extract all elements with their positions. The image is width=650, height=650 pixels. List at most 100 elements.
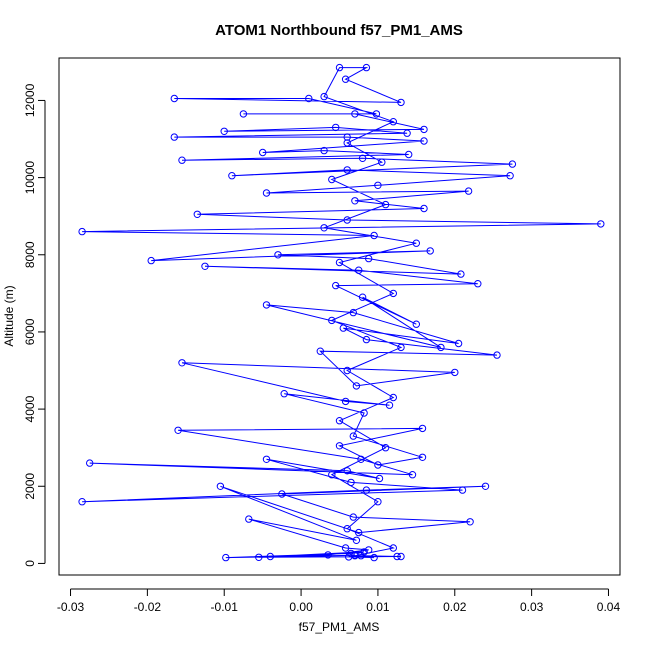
data-point: [454, 339, 463, 348]
data-point: [266, 552, 274, 561]
data-point: [245, 515, 253, 523]
data-point: [412, 239, 420, 247]
x-tick-label: -0.01: [211, 600, 239, 614]
data-point: [389, 393, 397, 402]
data-point: [358, 293, 367, 301]
data-point: [370, 553, 378, 562]
data-point: [343, 525, 351, 533]
data-point: [352, 536, 361, 544]
data-point: [397, 343, 405, 352]
data-point: [259, 148, 267, 157]
data-point: [262, 301, 271, 309]
y-tick-label: 4000: [23, 395, 37, 422]
x-tick-label: -0.03: [57, 600, 85, 614]
data-point: [255, 553, 263, 561]
data-point: [274, 251, 282, 259]
data-point: [335, 417, 344, 425]
data-point: [335, 258, 344, 267]
x-tick-label: 0.00: [289, 600, 313, 614]
data-point: [360, 548, 368, 556]
x-tick-label: 0.03: [520, 600, 544, 614]
data-point: [335, 442, 344, 450]
data-point: [343, 216, 351, 224]
data-point: [355, 266, 363, 274]
data-point: [328, 175, 336, 184]
y-axis-label: Altitude (m): [2, 285, 16, 346]
data-point: [397, 98, 405, 107]
data-point: [349, 432, 357, 440]
series-line: [82, 67, 601, 559]
data-point: [451, 368, 459, 377]
data-point: [347, 549, 355, 558]
data-point: [474, 280, 482, 288]
data-point: [464, 187, 473, 195]
x-tick-label: 0.01: [366, 600, 390, 614]
data-point: [437, 343, 445, 352]
data-point: [426, 247, 434, 255]
data-point: [420, 204, 428, 213]
data-point: [86, 459, 94, 467]
data-point: [506, 172, 514, 180]
data-point: [405, 150, 413, 159]
data-point: [193, 210, 202, 219]
data-point: [351, 110, 359, 118]
data-point: [349, 308, 357, 317]
y-axis: 0 2000 4000 6000 8000 10000 12000: [23, 83, 46, 567]
data-point: [362, 335, 371, 344]
data-point: [201, 262, 209, 270]
data-point: [372, 110, 381, 118]
y-tick-label: 2000: [23, 473, 37, 500]
data-point: [378, 158, 386, 166]
data-point: [343, 467, 351, 475]
data-point: [362, 486, 371, 494]
data-point: [78, 498, 86, 506]
chart-title: ATOM1 Northbound f57_PM1_AMS: [215, 22, 463, 39]
data-point: [508, 160, 517, 168]
y-tick-label: 0: [23, 560, 37, 567]
data-point: [216, 482, 225, 490]
data-point: [389, 118, 397, 126]
data-point: [385, 401, 394, 409]
data-point: [370, 231, 378, 240]
data-point: [335, 63, 344, 72]
data-point: [375, 474, 384, 483]
data-point: [316, 347, 324, 355]
data-point: [222, 553, 230, 562]
data-point: [324, 551, 332, 559]
data-point: [341, 544, 350, 552]
data-point: [374, 461, 382, 469]
data-point: [358, 154, 367, 163]
data-point: [280, 390, 288, 398]
data-point: [381, 444, 390, 452]
data-point: [458, 486, 467, 494]
data-point: [343, 166, 351, 174]
data-point: [320, 92, 328, 101]
data-point: [341, 397, 350, 406]
data-point: [381, 200, 390, 209]
data-point: [365, 254, 373, 263]
data-point: [170, 94, 179, 103]
data-point: [278, 490, 286, 498]
data-point: [397, 552, 405, 561]
data-point: [403, 129, 411, 137]
data-point: [412, 320, 420, 328]
y-tick-label: 6000: [23, 318, 37, 345]
data-point: [481, 482, 490, 490]
data-point: [393, 552, 401, 561]
x-tick-label: 0.04: [597, 600, 621, 614]
x-tick-label: -0.02: [134, 600, 162, 614]
data-point: [466, 518, 474, 526]
data-point: [347, 478, 355, 487]
data-point: [228, 172, 236, 180]
data-point: [174, 426, 182, 434]
data-point: [305, 94, 313, 103]
data-point: [320, 224, 328, 232]
y-tick-label: 12000: [23, 83, 37, 117]
data-point: [374, 498, 382, 506]
data-point: [597, 220, 605, 228]
data-point: [332, 281, 340, 290]
data-point: [418, 424, 427, 433]
data-point: [408, 471, 417, 479]
data-point: [262, 455, 271, 463]
data-point: [493, 351, 501, 359]
